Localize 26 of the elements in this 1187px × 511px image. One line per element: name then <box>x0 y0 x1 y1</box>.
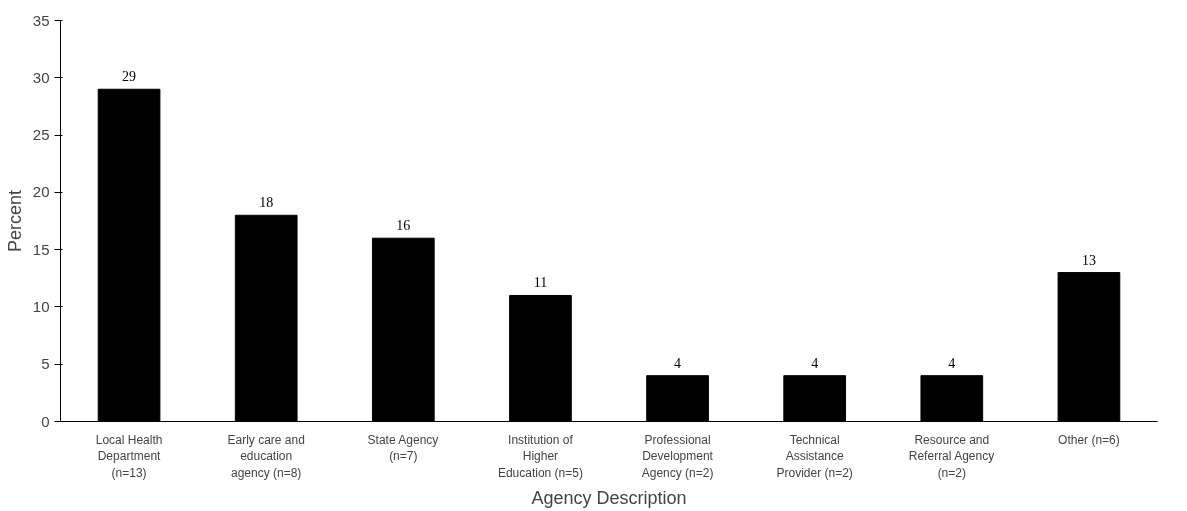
data-label: 4 <box>674 355 682 371</box>
x-tick-label: Institution of Higher Education (n=5) <box>497 432 583 481</box>
data-label: 29 <box>122 69 137 85</box>
y-tick-label: 5 <box>41 355 50 373</box>
x-tick-label: Technical Assistance Provider (n=2) <box>776 432 853 481</box>
x-tick-label: Early care and education agency (n=8) <box>227 432 305 481</box>
y-axis-title: Percent <box>4 189 25 253</box>
x-tick-label: Local Health Department (n=13) <box>95 432 163 481</box>
data-label: 4 <box>948 355 956 371</box>
x-tick-label: Resource and Referral Agency (n=2) <box>908 432 995 481</box>
x-axis-title: Agency Description <box>531 488 687 509</box>
y-tick-label: 0 <box>41 412 50 430</box>
y-tick-label: 15 <box>32 240 50 258</box>
data-label: 16 <box>396 218 411 234</box>
x-tick-label: State Agency (n=7) <box>367 432 439 464</box>
data-label: 13 <box>1081 252 1096 268</box>
y-tick-label: 25 <box>32 126 50 144</box>
data-label: 4 <box>811 355 819 371</box>
x-tick-label: Professional Development Agency (n=2) <box>641 432 714 481</box>
y-tick-label: 10 <box>32 297 50 315</box>
data-label: 11 <box>533 275 548 291</box>
x-tick-label: Other (n=6) <box>1058 432 1120 447</box>
data-label: 18 <box>259 195 274 211</box>
y-tick-label: 20 <box>32 183 50 201</box>
y-tick-label: 35 <box>32 11 50 29</box>
y-tick-label: 30 <box>32 68 50 86</box>
